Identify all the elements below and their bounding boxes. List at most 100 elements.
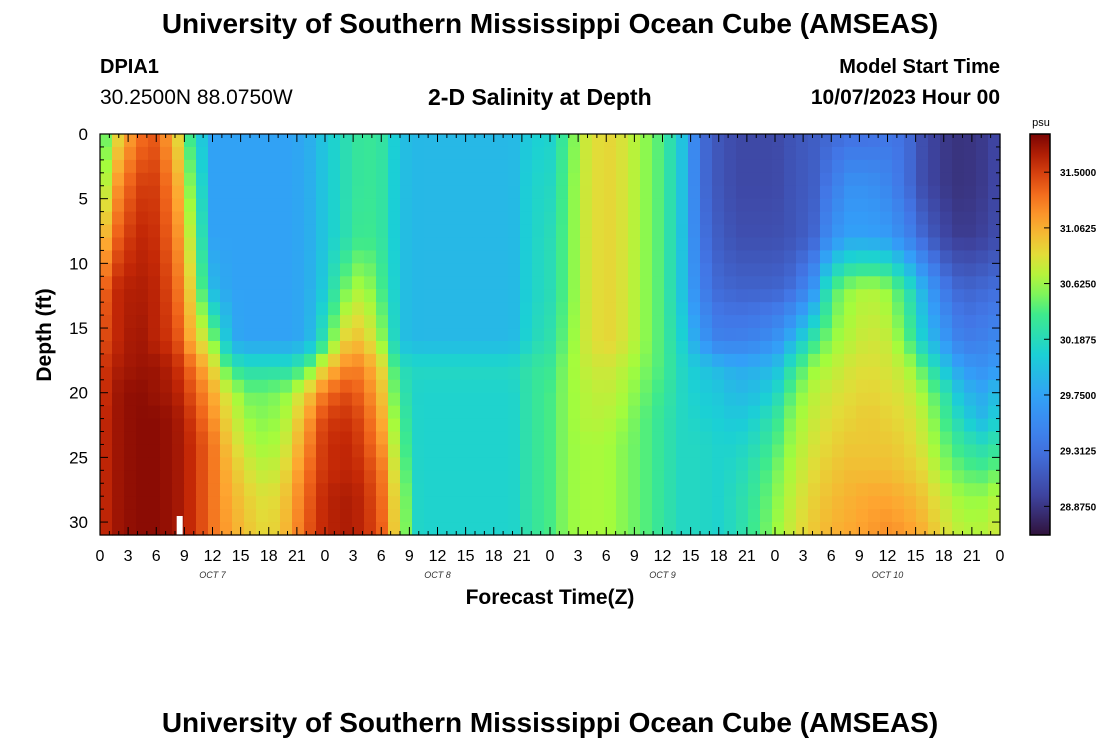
heatmap-cell [820,431,833,446]
heatmap-cell [292,392,305,407]
heatmap-cell [220,418,233,433]
heatmap-cell [808,198,821,213]
heatmap-cell [232,315,245,329]
heatmap-cell [316,340,329,355]
heatmap-cell [580,418,593,433]
heatmap-cell [856,379,869,394]
heatmap-cell [136,431,149,446]
heatmap-cell [688,379,701,394]
heatmap-cell [316,418,329,433]
heatmap-cell [532,483,545,497]
heatmap-cell [172,418,185,433]
heatmap-cell [592,237,605,252]
heatmap-cell [292,366,305,381]
heatmap-cell [304,250,317,264]
heatmap-cell [412,483,425,497]
heatmap-cell [532,522,545,536]
heatmap-cell [556,289,569,303]
heatmap-cell [472,224,485,239]
heatmap-cell [916,405,929,420]
station-name: DPIA1 [100,56,159,78]
heatmap-cell [904,250,917,264]
heatmap-cell [784,366,797,381]
heatmap-cell [328,366,341,381]
heatmap-cell [412,509,425,523]
heatmap-cell [496,276,509,290]
heatmap-cell [580,146,593,161]
heatmap-cell [232,483,245,497]
heatmap-cell [364,405,377,420]
heatmap-cell [472,289,485,303]
heatmap-cell [940,224,953,239]
heatmap-cell [112,276,125,290]
heatmap-cell [268,340,281,355]
heatmap-cell [628,418,641,433]
heatmap-cell [544,276,557,290]
heatmap-cell [784,211,797,226]
heatmap-cell [328,353,341,368]
day-label: OCT 10 [872,570,904,580]
heatmap-cell [748,146,761,161]
heatmap-cell [844,159,857,174]
heatmap-cell [928,509,941,523]
heatmap-cell [688,405,701,420]
heatmap-cell [172,263,185,277]
heatmap-cell [100,146,113,161]
heatmap-cell [808,172,821,187]
heatmap-cell [748,185,761,200]
heatmap-cell [256,340,269,355]
heatmap-cell [988,379,1001,394]
heatmap-cell [112,457,125,471]
heatmap-cell [316,522,329,536]
heatmap-cell [268,509,281,523]
heatmap-cell [880,250,893,264]
heatmap-cell [784,276,797,290]
heatmap-cell [388,224,401,239]
heatmap-cell [520,315,533,329]
heatmap-cell [904,379,917,394]
heatmap-cell [136,315,149,329]
heatmap-cell [220,146,233,161]
heatmap-cell [508,263,521,277]
heatmap-cell [760,302,773,316]
heatmap-cell [616,134,629,148]
heatmap-cell [520,172,533,187]
heatmap-cell [112,418,125,433]
heatmap-cell [976,276,989,290]
heatmap-cell [220,315,233,329]
heatmap-cell [988,198,1001,213]
heatmap-cell [160,224,173,239]
heatmap-cell [508,146,521,161]
heatmap-cell [952,172,965,187]
heatmap-cell [196,340,209,355]
heatmap-cell [424,392,437,407]
heatmap-cell [400,457,413,471]
heatmap-cell [616,328,629,342]
day-label: OCT 7 [199,570,226,580]
heatmap-cell [184,250,197,264]
heatmap-cell [616,340,629,355]
heatmap-cell [232,328,245,342]
heatmap-cell [844,470,857,484]
heatmap-cell [412,211,425,226]
heatmap-cell [952,211,965,226]
heatmap-cell [868,496,881,510]
heatmap-cell [736,172,749,187]
heatmap-cell [472,405,485,420]
heatmap-cell [400,431,413,446]
heatmap-cell [592,289,605,303]
heatmap-cell [148,211,161,226]
heatmap-cell [604,431,617,446]
heatmap-cell [364,211,377,226]
heatmap-cell [232,418,245,433]
heatmap-cell [712,392,725,407]
heatmap-cell [232,276,245,290]
heatmap-cell [208,276,221,290]
heatmap-cell [256,431,269,446]
heatmap-cell [892,224,905,239]
x-tick-label: 9 [405,548,414,565]
heatmap-cell [532,315,545,329]
heatmap-cell [976,328,989,342]
heatmap-cell [268,211,281,226]
heatmap-cell [652,328,665,342]
